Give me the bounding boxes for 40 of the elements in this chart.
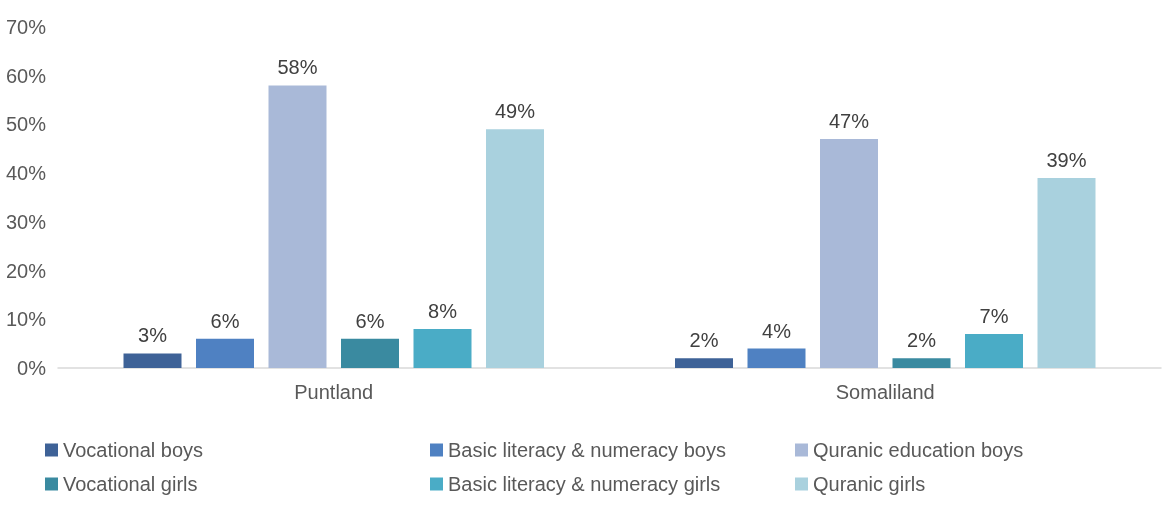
data-label: 7% [979, 304, 1009, 327]
bar [1037, 178, 1096, 368]
data-label: 6% [355, 309, 385, 332]
data-label: 4% [762, 319, 792, 342]
y-tick-label: 20% [5, 259, 47, 282]
legend-label: Vocational boys [63, 439, 204, 461]
bar [413, 329, 472, 368]
legend-label: Basic literacy & numeracy boys [448, 439, 726, 461]
y-tick-label: 10% [5, 308, 47, 331]
bar [196, 338, 254, 368]
x-tick-label: Somaliland [835, 381, 935, 403]
legend-label: Vocational girls [63, 473, 198, 495]
bar [486, 129, 544, 368]
y-tick-label: 40% [5, 162, 47, 185]
data-label: 2% [689, 329, 719, 352]
bar [123, 353, 182, 368]
data-label: 2% [907, 329, 937, 352]
x-tick-label: Puntland [294, 381, 374, 403]
legend-label: Quranic education boys [813, 439, 1024, 461]
bar [341, 338, 399, 368]
data-label: 8% [428, 300, 458, 323]
bar [747, 348, 806, 368]
bar [675, 358, 733, 368]
data-label: 39% [1046, 149, 1087, 172]
y-tick-label: 70% [5, 16, 47, 38]
data-label: 47% [828, 110, 870, 133]
data-label: 58% [277, 56, 318, 79]
y-tick-label: 0% [17, 357, 47, 379]
bar [892, 358, 951, 368]
data-label: 3% [138, 324, 168, 347]
legend-label: Quranic girls [813, 473, 926, 495]
bar [820, 139, 878, 368]
data-label: 6% [210, 309, 240, 332]
legend-label: Basic literacy & numeracy girls [448, 473, 721, 495]
bar [268, 85, 327, 368]
bar [965, 333, 1023, 368]
y-tick-label: 30% [5, 210, 47, 233]
y-tick-label: 60% [5, 64, 47, 87]
data-label: 49% [494, 100, 536, 123]
y-tick-label: 50% [5, 113, 47, 136]
